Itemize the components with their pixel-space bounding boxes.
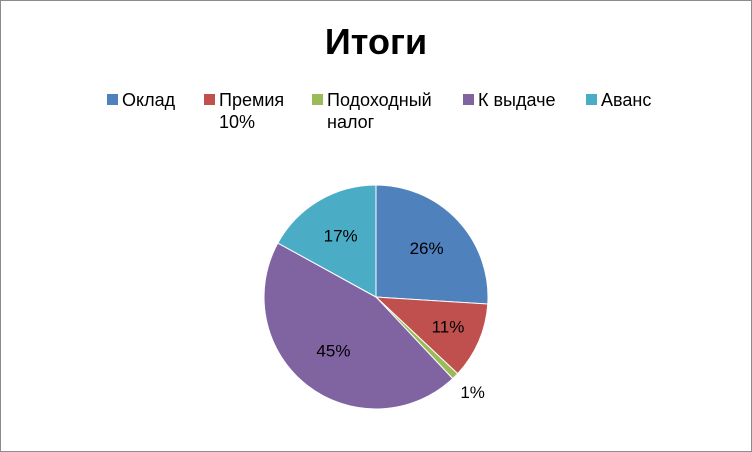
legend-label-oklad: Оклад (122, 90, 176, 110)
legend-swatch-premiya (204, 94, 215, 105)
data-label-k-vydache: 45% (316, 341, 350, 360)
legend-label-k-vydache: К выдаче (478, 90, 556, 110)
data-label-avans: 17% (324, 227, 358, 246)
data-label-podohodny-nalog: 1% (460, 383, 485, 402)
pie-slice-k-vydache (263, 242, 454, 410)
legend-label-premiya: Премия 10% (219, 90, 285, 132)
pie-slice-avans (277, 184, 377, 298)
legend-swatch-k-vydache (463, 94, 474, 105)
legend-label-avans: Аванс (601, 90, 652, 110)
legend-swatch-podohodny-nalog (312, 94, 323, 105)
data-label-oklad: 26% (410, 239, 444, 258)
legend-swatch-avans (586, 94, 597, 105)
chart-legend: Оклад Премия 10% Подоходный налог К выда… (1, 89, 751, 139)
legend-label-podohodny-nalog: Подоходный налог (327, 90, 432, 132)
pie-slice-oklad (375, 184, 489, 305)
chart-title: Итоги (324, 21, 428, 62)
pie-slice-premiya (374, 296, 489, 375)
data-label-premiya: 11% (432, 318, 465, 337)
legend-swatch-oklad (107, 94, 118, 105)
